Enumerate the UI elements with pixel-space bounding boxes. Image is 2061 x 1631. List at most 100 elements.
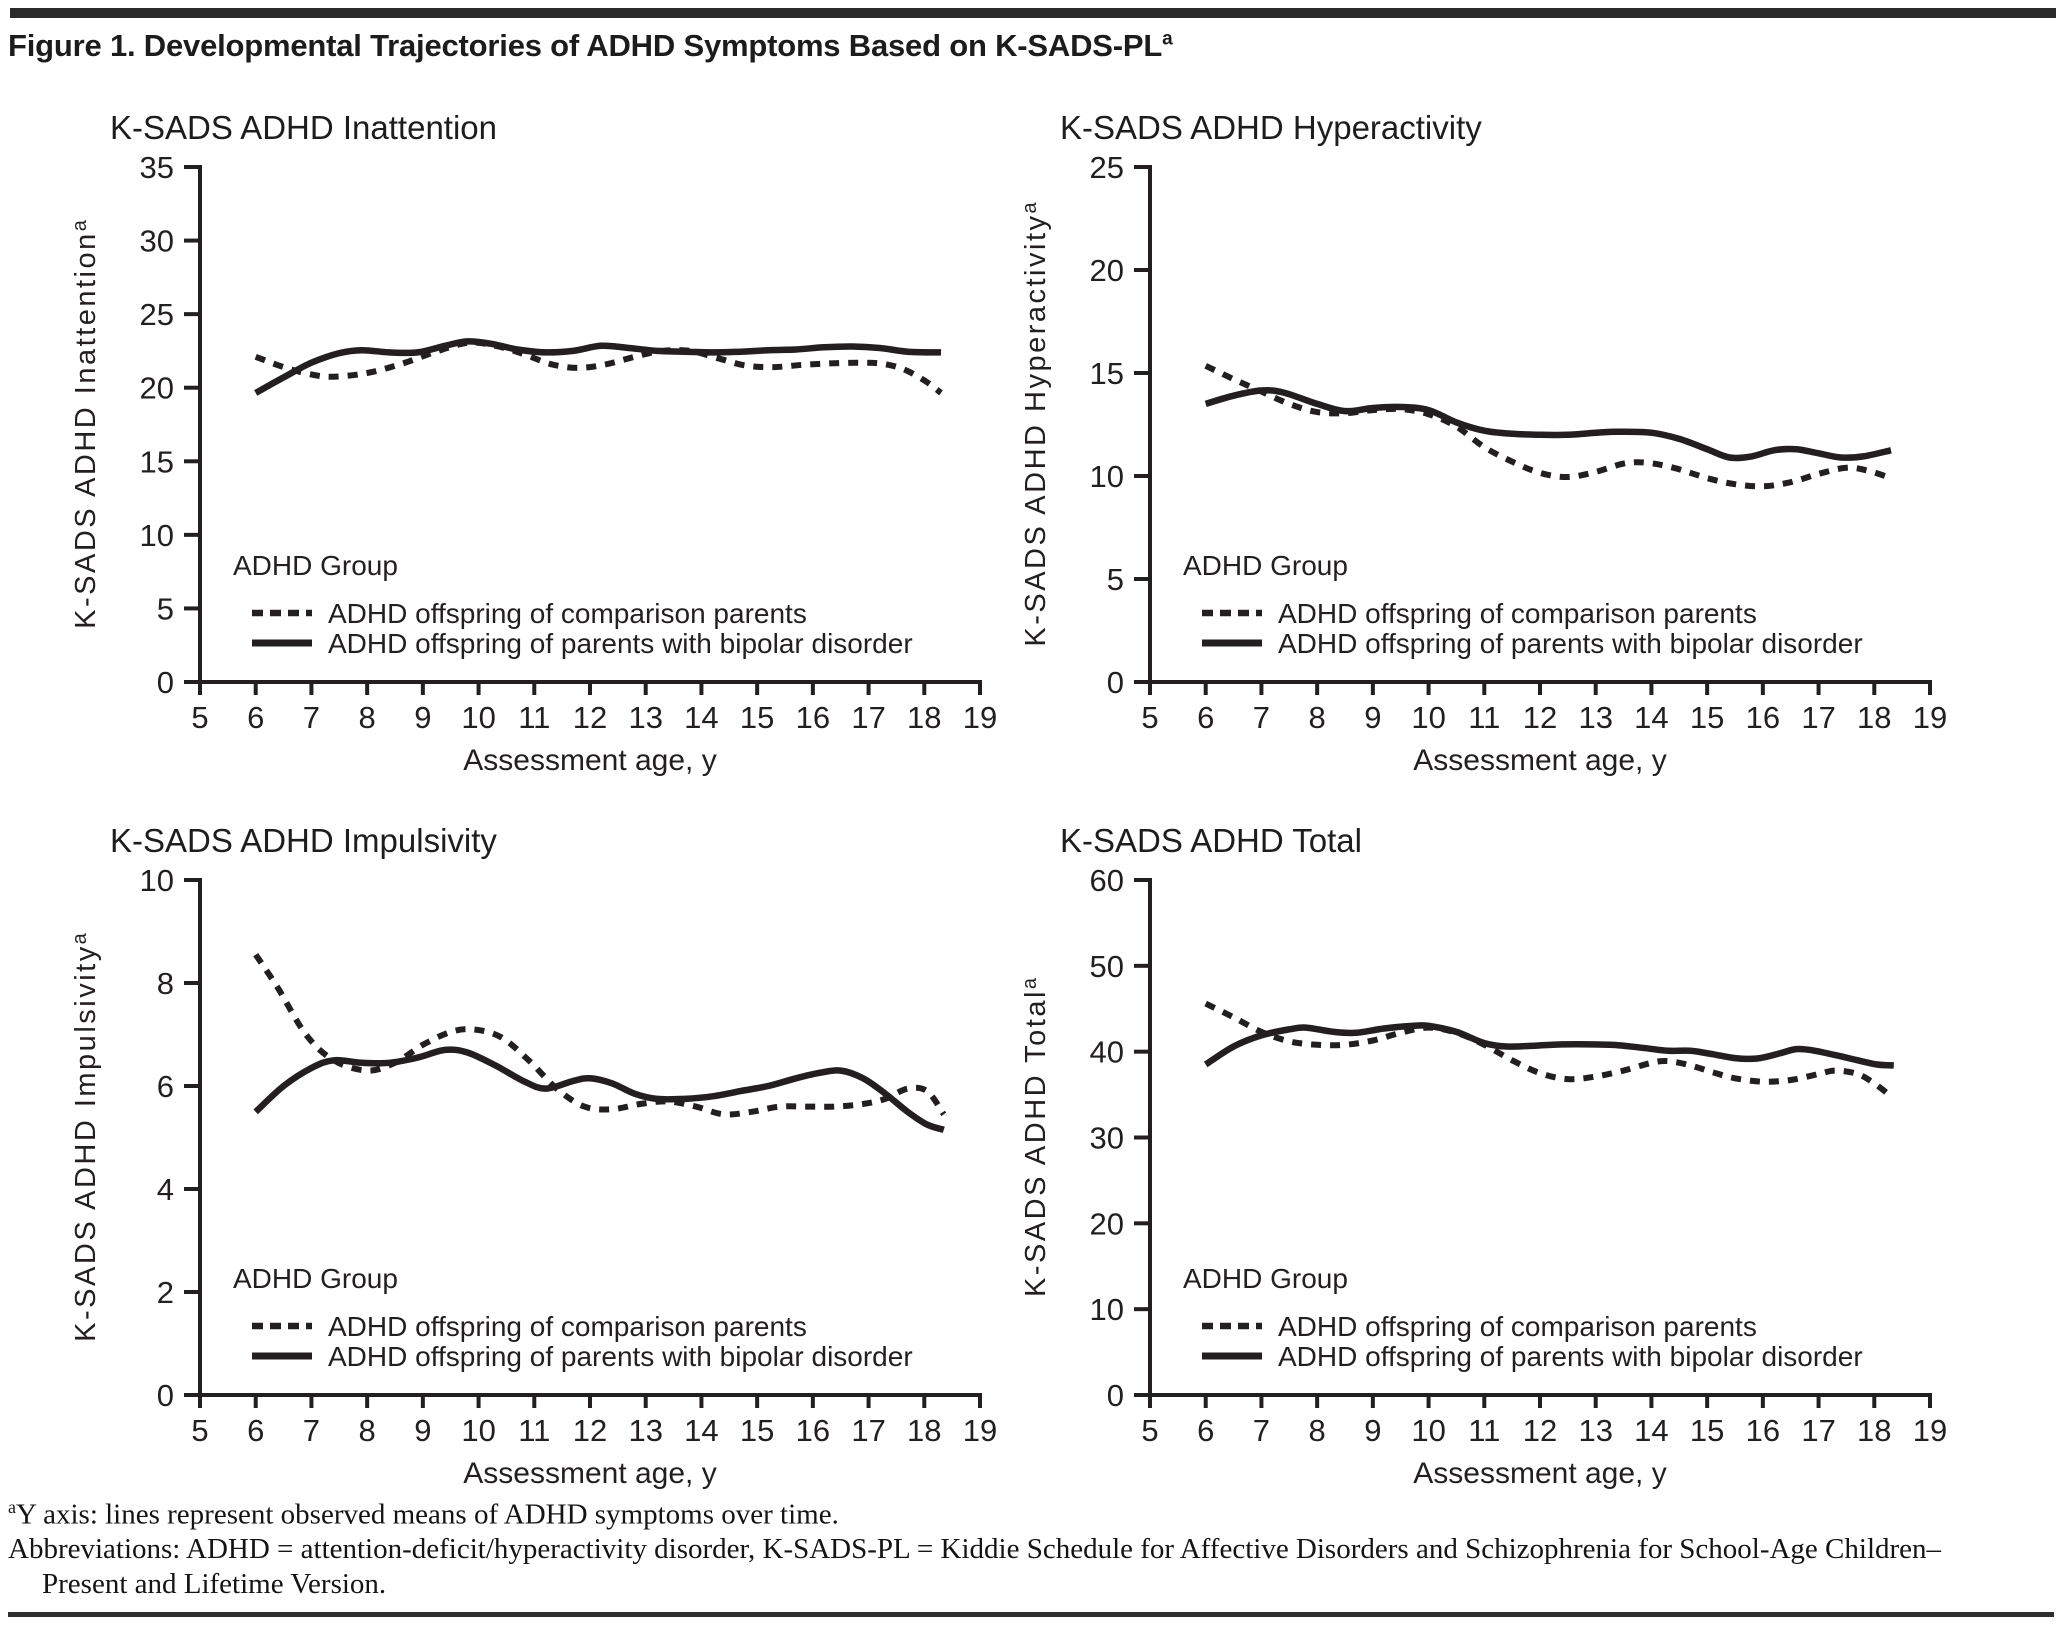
legend-entry-label: ADHD offspring of comparison parents: [1278, 598, 1757, 629]
x-tick-label: 5: [1141, 1413, 1158, 1448]
x-tick-label: 17: [851, 1413, 885, 1448]
top-rule: [10, 8, 2056, 18]
x-tick-label: 15: [1690, 700, 1724, 735]
x-tick-label: 11: [1468, 1413, 1500, 1448]
chart-panel-impulsivity: K-SADS ADHD Impulsivity 0 2 4 6 8 10 5 6 7 8 9 10 11…: [69, 822, 997, 1490]
figure-title: Figure 1. Developmental Trajectories of …: [8, 28, 1173, 64]
legend-entry-label: ADHD offspring of parents with bipolar d…: [1278, 1341, 1863, 1372]
x-tick-label: 12: [1523, 1413, 1557, 1448]
x-tick-label: 11: [1468, 700, 1500, 735]
x-tick-label: 14: [684, 1413, 718, 1448]
chart-panel-total: K-SADS ADHD Total 0 10 20 30 40 50 60 5 6 7 8 9 10 11…: [1019, 822, 1947, 1490]
figure-footnotes: aY axis: lines represent observed means …: [8, 1497, 1988, 1602]
legend-heading: ADHD Group: [1183, 1263, 1348, 1294]
chart-title: K-SADS ADHD Impulsivity: [110, 822, 497, 859]
x-tick-label: 7: [303, 700, 320, 735]
series-line-comparison-dashed: [254, 339, 943, 396]
legend-entry-label: ADHD offspring of comparison parents: [1278, 1311, 1757, 1342]
x-tick-label: 10: [461, 1413, 495, 1448]
legend-entry-label: ADHD offspring of comparison parents: [328, 598, 807, 629]
x-tick-label: 14: [1634, 700, 1668, 735]
figure-title-superscript: a: [1162, 28, 1173, 50]
x-tick-label: 7: [1253, 1413, 1270, 1448]
x-tick-label: 18: [907, 1413, 941, 1448]
x-tick-label: 5: [191, 1413, 208, 1448]
y-tick-label: 60: [1090, 863, 1124, 898]
legend-heading: ADHD Group: [233, 550, 398, 581]
x-tick-label: 18: [1857, 700, 1891, 735]
chart-title: K-SADS ADHD Total: [1060, 822, 1362, 859]
y-tick-label: 0: [157, 1378, 174, 1413]
x-tick-label: 18: [1857, 1413, 1891, 1448]
x-axis-title: Assessment age, y: [1413, 744, 1666, 777]
y-tick-label: 25: [1090, 150, 1124, 185]
y-axis-title: K-SADS ADHD Hyperactivitya: [1019, 201, 1052, 646]
y-tick-label: 20: [1090, 1206, 1124, 1241]
y-tick-label: 15: [1090, 356, 1124, 391]
x-tick-label: 15: [1690, 1413, 1724, 1448]
y-tick-label: 6: [157, 1069, 174, 1104]
y-tick-label: 30: [1090, 1121, 1124, 1156]
footnote-y-axis-text: Y axis: lines represent observed means o…: [15, 1498, 839, 1531]
x-tick-label: 9: [1364, 1413, 1381, 1448]
x-tick-label: 11: [518, 700, 550, 735]
x-axis-title: Assessment age, y: [463, 1457, 716, 1490]
legend-entry-label: ADHD offspring of parents with bipolar d…: [1278, 628, 1863, 659]
series-line-bipolar-solid: [1203, 1022, 1894, 1069]
x-tick-label: 13: [628, 1413, 662, 1448]
series-line-bipolar-solid: [253, 1046, 945, 1133]
chart-title: K-SADS ADHD Hyperactivity: [1060, 109, 1482, 146]
y-tick-label: 50: [1090, 949, 1124, 984]
y-tick-label: 10: [140, 518, 174, 553]
series-line-comparison-dashed: [1204, 363, 1892, 490]
x-axis-title: Assessment age, y: [463, 744, 716, 777]
x-tick-label: 11: [518, 1413, 550, 1448]
y-tick-label: 30: [140, 224, 174, 259]
y-tick-label: 20: [140, 371, 174, 406]
x-tick-label: 15: [740, 1413, 774, 1448]
y-axis-title: K-SADS ADHD Totala: [1019, 977, 1052, 1297]
y-tick-label: 2: [157, 1275, 174, 1310]
x-tick-label: 10: [461, 700, 495, 735]
series-line-bipolar-solid: [254, 338, 942, 396]
x-tick-label: 19: [963, 1413, 997, 1448]
x-tick-label: 6: [247, 700, 264, 735]
x-axis-title: Assessment age, y: [1413, 1457, 1666, 1490]
y-tick-label: 40: [1090, 1035, 1124, 1070]
y-tick-label: 10: [140, 863, 174, 898]
x-tick-label: 6: [1197, 1413, 1214, 1448]
x-tick-label: 12: [573, 700, 607, 735]
x-tick-label: 10: [1411, 1413, 1445, 1448]
x-tick-label: 14: [684, 700, 718, 735]
y-tick-label: 5: [157, 591, 174, 626]
x-tick-label: 19: [1913, 1413, 1947, 1448]
x-tick-label: 17: [1801, 700, 1835, 735]
x-tick-label: 19: [1913, 700, 1947, 735]
y-tick-label: 8: [157, 966, 174, 1001]
x-tick-label: 7: [303, 1413, 320, 1448]
x-tick-label: 8: [1309, 700, 1326, 735]
x-tick-label: 5: [1141, 700, 1158, 735]
x-tick-label: 9: [1364, 700, 1381, 735]
y-tick-label: 4: [157, 1172, 174, 1207]
x-tick-label: 6: [247, 1413, 264, 1448]
y-tick-label: 35: [140, 150, 174, 185]
x-tick-label: 12: [573, 1413, 607, 1448]
y-tick-label: 0: [157, 665, 174, 700]
x-tick-label: 13: [1578, 1413, 1612, 1448]
y-axis-title: K-SADS ADHD Impulsivitya: [69, 932, 102, 1342]
y-tick-label: 0: [1107, 1378, 1124, 1413]
y-tick-label: 10: [1090, 459, 1124, 494]
footnote-superscript: a: [8, 1497, 16, 1517]
x-tick-label: 16: [796, 1413, 830, 1448]
x-tick-label: 7: [1253, 700, 1270, 735]
y-tick-label: 0: [1107, 665, 1124, 700]
series-line-bipolar-solid: [1204, 387, 1892, 462]
x-tick-label: 5: [191, 700, 208, 735]
x-tick-label: 12: [1523, 700, 1557, 735]
footnote-y-axis: aY axis: lines represent observed means …: [8, 1497, 1988, 1532]
x-tick-label: 17: [851, 700, 885, 735]
x-tick-label: 19: [963, 700, 997, 735]
